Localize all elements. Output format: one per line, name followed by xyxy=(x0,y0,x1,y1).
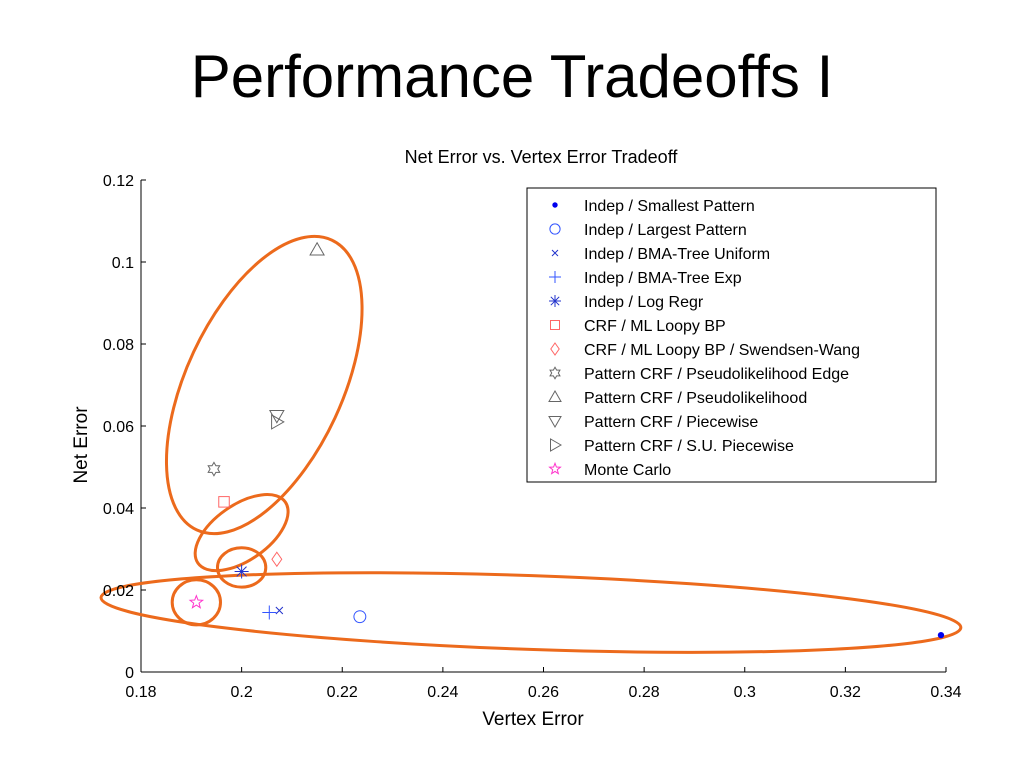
legend-entry-label: Pattern CRF / Pseudolikelihood Edge xyxy=(584,366,849,383)
x-tick-label: 0.3 xyxy=(734,684,756,701)
legend-entry-label: CRF / ML Loopy BP xyxy=(584,318,726,335)
x-tick-label: 0.26 xyxy=(528,684,559,701)
data-point xyxy=(207,461,221,477)
legend-marker xyxy=(548,461,562,475)
x-tick-label: 0.28 xyxy=(629,684,660,701)
highlight-ellipse xyxy=(215,546,268,589)
legend-marker xyxy=(549,271,561,283)
x-axis-ticks: 0.18 0.2 0.22 0.24 0.26 0.28 0.3 0.32 0.34 xyxy=(125,667,962,701)
legend-marker xyxy=(548,389,562,402)
y-axis-ticks: 0 0.02 0.04 0.06 0.08 0.1 0.12 xyxy=(103,173,146,682)
data-points xyxy=(188,241,945,639)
legend: Indep / Smallest Pattern Indep / Largest … xyxy=(526,187,937,483)
legend-marker xyxy=(550,320,560,330)
highlight-ellipse xyxy=(99,571,963,654)
legend-entry-label: Indep / BMA-Tree Uniform xyxy=(584,246,770,263)
y-tick-label: 0.04 xyxy=(103,501,134,518)
x-tick-label: 0.18 xyxy=(125,684,156,701)
x-tick-label: 0.22 xyxy=(327,684,358,701)
legend-box xyxy=(526,187,937,483)
x-axis-label: Vertex Error xyxy=(482,709,584,730)
y-tick-label: 0.12 xyxy=(103,173,134,190)
legend-entry-label: Indep / Log Regr xyxy=(584,294,704,311)
data-point xyxy=(353,610,367,624)
data-point xyxy=(271,551,283,568)
chart-title: Net Error vs. Vertex Error Tradeoff xyxy=(405,147,679,167)
y-tick-label: 0.08 xyxy=(103,337,134,354)
legend-entry-label: Pattern CRF / Piecewise xyxy=(584,414,758,431)
data-point xyxy=(275,606,284,615)
y-axis-label: Net Error xyxy=(71,406,92,484)
x-tick-label: 0.24 xyxy=(427,684,458,701)
legend-entry-label: Indep / Smallest Pattern xyxy=(584,198,755,215)
data-point xyxy=(937,631,945,639)
highlight-ellipse xyxy=(170,578,222,627)
legend-entry-label: Monte Carlo xyxy=(584,462,671,479)
data-point xyxy=(309,241,325,256)
x-tick-label: 0.32 xyxy=(830,684,861,701)
x-tick-label: 0.34 xyxy=(930,684,961,701)
y-tick-label: 0.02 xyxy=(103,583,134,600)
y-tick-label: 0 xyxy=(125,665,134,682)
legend-marker xyxy=(550,438,563,452)
data-point xyxy=(262,605,277,620)
legend-entry-label: CRF / ML Loopy BP / Swendsen-Wang xyxy=(584,342,860,359)
legend-entry-label: Indep / Largest Pattern xyxy=(584,222,747,239)
legend-marker xyxy=(552,202,558,208)
legend-marker xyxy=(549,295,561,307)
legend-entry-label: Pattern CRF / Pseudolikelihood xyxy=(584,390,807,407)
legend-marker xyxy=(551,249,559,257)
legend-marker xyxy=(550,342,560,356)
data-point xyxy=(234,564,249,579)
data-point xyxy=(188,594,205,609)
y-tick-label: 0.1 xyxy=(112,255,134,272)
legend-marker xyxy=(549,223,561,235)
x-tick-label: 0.2 xyxy=(231,684,253,701)
data-point xyxy=(271,414,285,430)
legend-entry-label: Indep / BMA-Tree Exp xyxy=(584,270,742,287)
highlight-ellipse xyxy=(193,493,290,573)
data-point xyxy=(268,410,285,424)
y-tick-label: 0.06 xyxy=(103,419,134,436)
legend-entry-label: Pattern CRF / S.U. Piecewise xyxy=(584,438,794,455)
highlight-ellipse xyxy=(164,234,364,536)
slide-title: Performance Tradeoffs I xyxy=(190,43,834,110)
data-point xyxy=(218,496,230,508)
annotation-ellipses xyxy=(99,234,963,654)
legend-marker xyxy=(548,416,562,429)
legend-marker xyxy=(549,366,561,380)
